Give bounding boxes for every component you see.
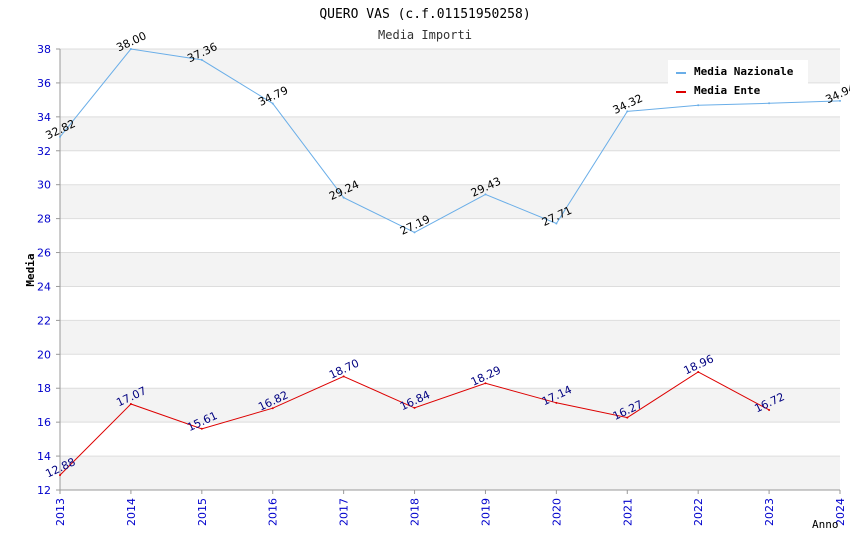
x-tick-label: 2015 [196, 498, 209, 526]
data-point [413, 231, 416, 234]
x-tick-label: 2014 [125, 498, 138, 526]
data-point [413, 406, 416, 409]
data-point [697, 104, 700, 107]
data-label: 34.32 [611, 92, 645, 117]
x-tick-label: 2013 [54, 498, 67, 526]
data-point [555, 401, 558, 404]
legend: Media Nazionale Media Ente [668, 60, 808, 100]
data-point [342, 196, 345, 199]
x-tick-label: 2023 [763, 498, 776, 526]
series-group [59, 48, 841, 477]
data-point [271, 407, 274, 410]
x-tick-label: 2022 [692, 498, 705, 526]
background-band [60, 116, 840, 151]
series-line-media-nazionale [59, 48, 841, 233]
data-label: 18.29 [469, 364, 503, 389]
data-point [200, 427, 203, 430]
data-point [342, 375, 345, 378]
data-point [839, 99, 841, 102]
y-tick-label: 36 [37, 77, 51, 90]
data-point [484, 193, 487, 196]
data-point [59, 474, 61, 477]
x-tick-label: 2024 [834, 498, 847, 526]
data-point [129, 403, 132, 406]
data-point [768, 408, 771, 411]
data-point [129, 48, 132, 50]
data-label: 18.96 [682, 352, 716, 377]
x-tick-label: 2019 [479, 498, 492, 526]
y-tick-label: 14 [37, 450, 51, 463]
background-band [60, 252, 840, 287]
legend-background [668, 60, 808, 100]
data-label: 34.79 [256, 84, 290, 109]
legend-label-media-ente: Media Ente [694, 84, 761, 97]
y-tick-label: 34 [37, 111, 51, 124]
y-tick-label: 12 [37, 484, 51, 497]
data-point [555, 222, 558, 225]
x-tick-label: 2017 [338, 498, 351, 526]
data-point [200, 58, 203, 61]
y-tick-label: 26 [37, 247, 51, 260]
x-axis-label: Anno [812, 518, 839, 531]
y-tick-label: 18 [37, 382, 51, 395]
x-tick-label: 2018 [409, 498, 422, 526]
chart-title: QUERO VAS (c.f.01151950258) [319, 7, 530, 22]
background-bands [60, 49, 840, 490]
background-band [60, 388, 840, 423]
data-point [271, 102, 274, 105]
y-tick-label: 22 [37, 314, 51, 327]
y-tick-label: 24 [37, 280, 51, 293]
y-tick-label: 32 [37, 145, 51, 158]
y-axis-label: Media [24, 253, 37, 286]
data-point [626, 416, 629, 419]
y-tick-label: 38 [37, 43, 51, 56]
data-point [768, 102, 771, 105]
y-tick-label: 20 [37, 348, 51, 361]
gridlines [56, 48, 841, 494]
background-band [60, 320, 840, 355]
y-tick-label: 30 [37, 179, 51, 192]
x-tick-label: 2016 [267, 498, 280, 526]
legend-label-media-nazionale: Media Nazionale [694, 65, 794, 78]
background-band [60, 456, 840, 490]
data-point [484, 382, 487, 385]
data-label: 18.70 [327, 357, 361, 382]
x-tick-label: 2020 [550, 498, 563, 526]
y-tick-labels: 12 14 16 18 20 22 24 26 28 30 32 34 36 38 [37, 43, 51, 497]
axes [59, 49, 840, 491]
data-point [626, 110, 629, 113]
y-tick-label: 16 [37, 416, 51, 429]
data-point [59, 135, 61, 138]
x-tick-label: 2021 [621, 498, 634, 526]
data-point [697, 370, 700, 373]
y-tick-label: 28 [37, 213, 51, 226]
data-label: 34.94 [823, 81, 850, 106]
chart-subtitle: Media Importi [378, 28, 472, 42]
x-tick-labels: 2013 2014 2015 2016 2017 2018 2019 2020 2021 2022… [54, 498, 847, 526]
